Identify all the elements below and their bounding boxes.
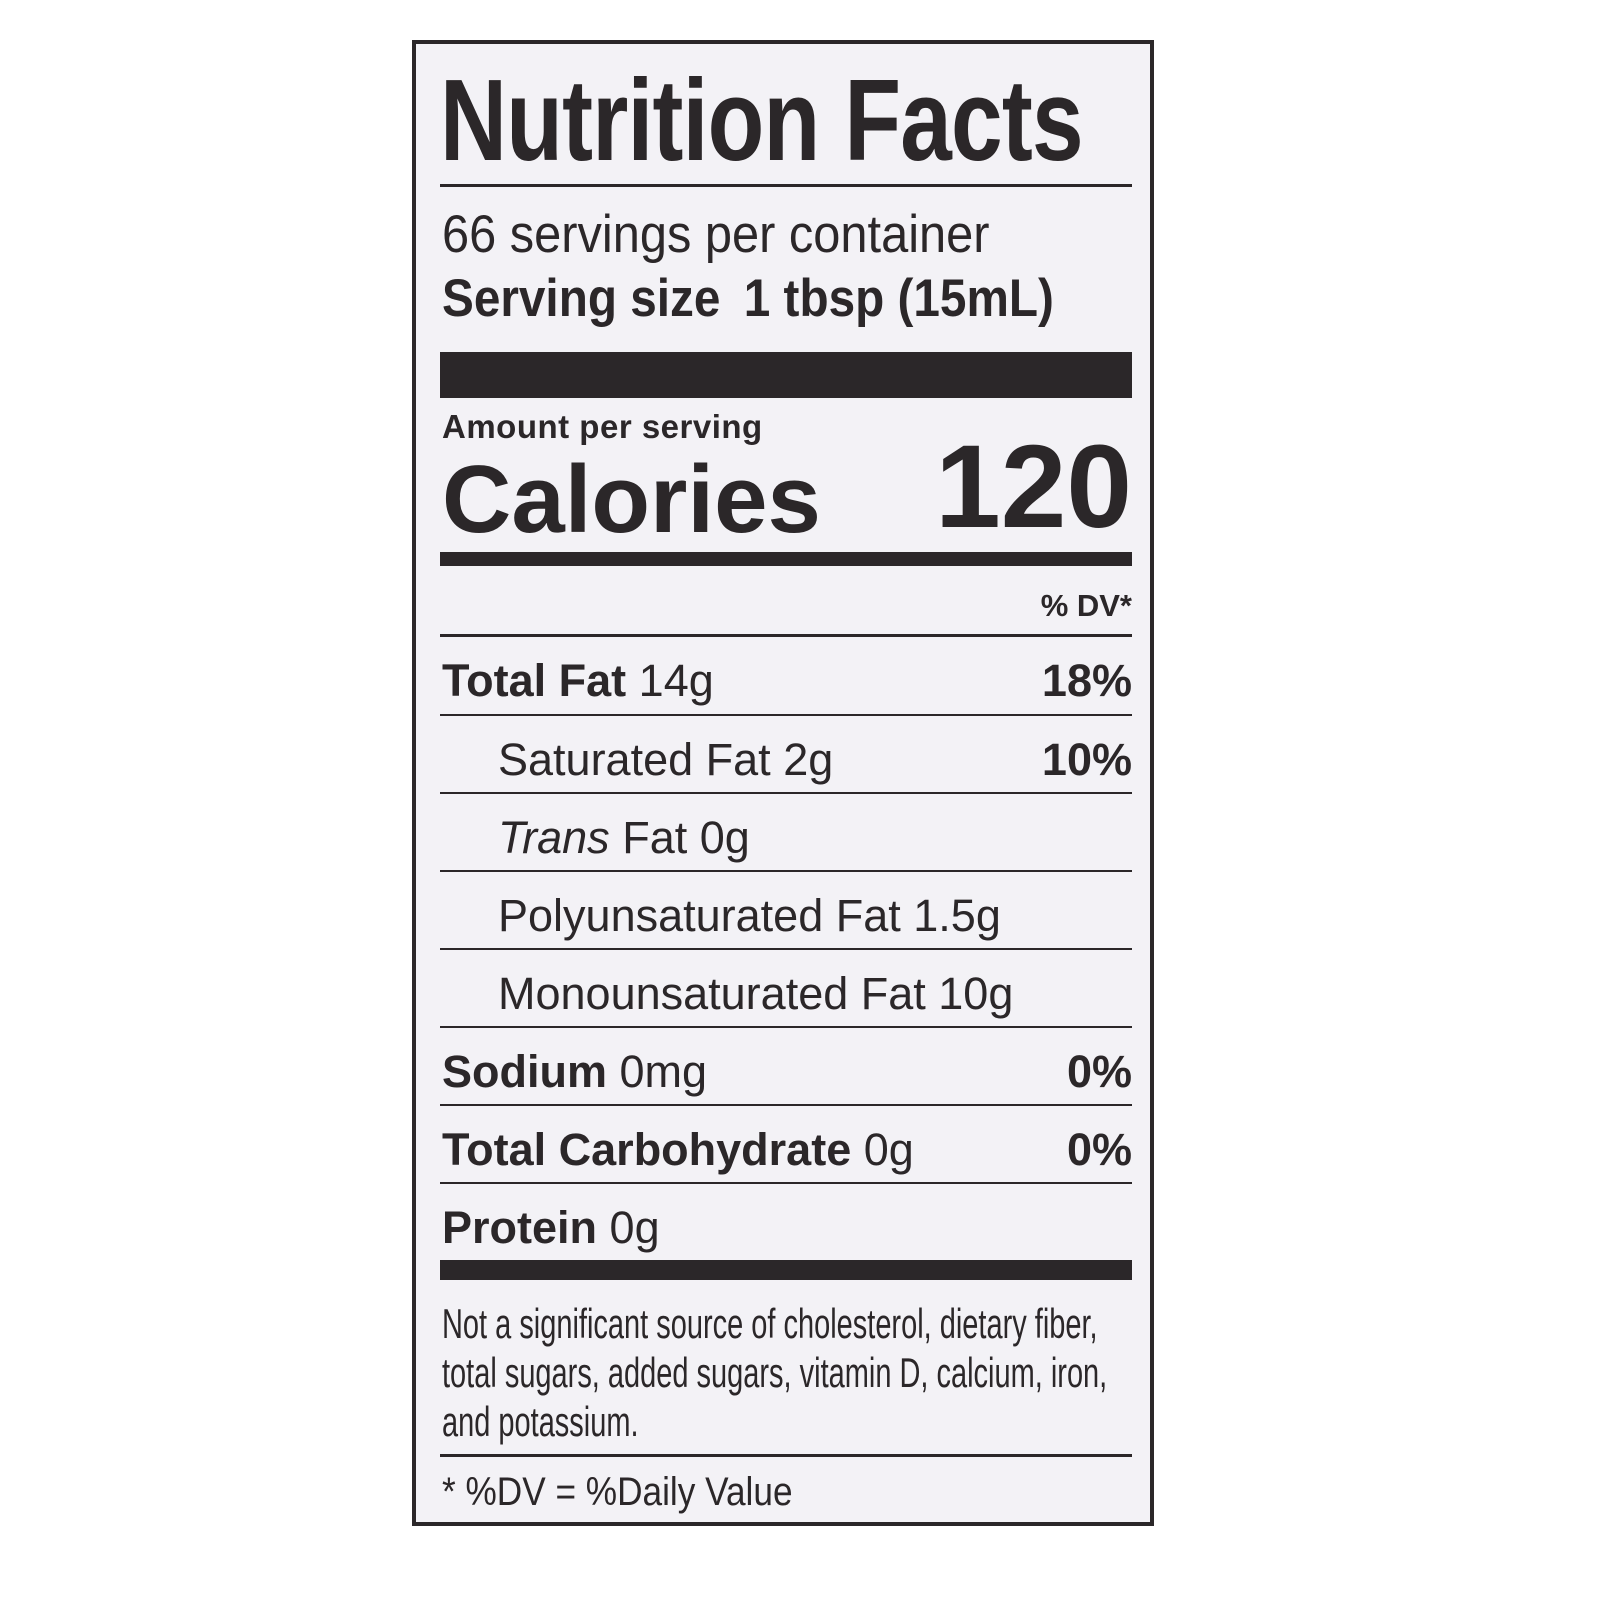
nutrient-name: Trans xyxy=(498,812,610,863)
dv-note: * %DV = %Daily Value xyxy=(442,1470,793,1514)
nutrient-name: Total Fat xyxy=(442,655,627,706)
nutrient-amount: 0g xyxy=(609,1202,660,1253)
servings-per-container: 66 servings per container xyxy=(442,205,990,264)
nutrient-dv: 18% xyxy=(1041,655,1132,706)
amount-per-serving: Amount per serving xyxy=(442,408,763,445)
footnote: Not a significant source of cholesterol,… xyxy=(442,1300,1108,1445)
nutrient-name: Monounsaturated Fat xyxy=(498,968,926,1019)
thick-divider xyxy=(440,352,1132,398)
serving-size: Serving size 1 tbsp (15mL) xyxy=(442,272,1054,325)
nutrient-amount: 14g xyxy=(638,655,714,706)
nutrient-dv: 10% xyxy=(1041,734,1132,785)
nutrient-row-saturated-fat: Saturated Fat 2g 10% xyxy=(440,714,1132,794)
calories-value: 120 xyxy=(935,421,1132,553)
nutrient-row-total-carbohydrate: Total Carbohydrate 0g 0% xyxy=(440,1104,1132,1184)
nutrient-dv: 0% xyxy=(1066,1046,1132,1097)
nutrient-name: Protein xyxy=(442,1202,598,1253)
nutrient-amount: Fat 0g xyxy=(622,812,750,863)
thick-divider xyxy=(440,1260,1132,1280)
nutrient-name: Sodium xyxy=(442,1046,607,1097)
nutrition-facts-label: Nutrition Facts 66 servings per containe… xyxy=(412,40,1154,1526)
serving-size-label: Serving size xyxy=(442,269,721,328)
thick-divider xyxy=(440,552,1132,566)
nutrient-name: Saturated Fat xyxy=(498,734,771,785)
nutrient-row-total-fat: Total Fat 14g 18% xyxy=(440,634,1132,715)
serving-size-value: 1 tbsp (15mL) xyxy=(743,269,1054,328)
nutrient-row-sodium: Sodium 0mg 0% xyxy=(440,1026,1132,1106)
label-title: Nutrition Facts xyxy=(440,55,1084,185)
nutrient-amount: 1.5g xyxy=(913,890,1001,941)
dv-header: % DV* xyxy=(1040,588,1132,623)
nutrient-amount: 0g xyxy=(863,1124,914,1175)
nutrient-name: Total Carbohydrate xyxy=(442,1124,852,1175)
nutrient-row-trans-fat: Trans Fat 0g xyxy=(440,792,1132,872)
divider xyxy=(440,184,1132,187)
nutrient-name: Polyunsaturated Fat xyxy=(498,890,901,941)
nutrient-amount: 0mg xyxy=(619,1046,708,1097)
calories-label: Calories xyxy=(442,446,821,553)
divider xyxy=(440,1454,1132,1457)
nutrient-dv: 0% xyxy=(1066,1124,1132,1175)
nutrient-row-monounsaturated-fat: Monounsaturated Fat 10g xyxy=(440,948,1132,1028)
nutrient-amount: 10g xyxy=(938,968,1014,1019)
nutrient-row-protein: Protein 0g xyxy=(440,1182,1132,1262)
nutrient-row-polyunsaturated-fat: Polyunsaturated Fat 1.5g xyxy=(440,870,1132,950)
nutrient-amount: 2g xyxy=(783,734,834,785)
